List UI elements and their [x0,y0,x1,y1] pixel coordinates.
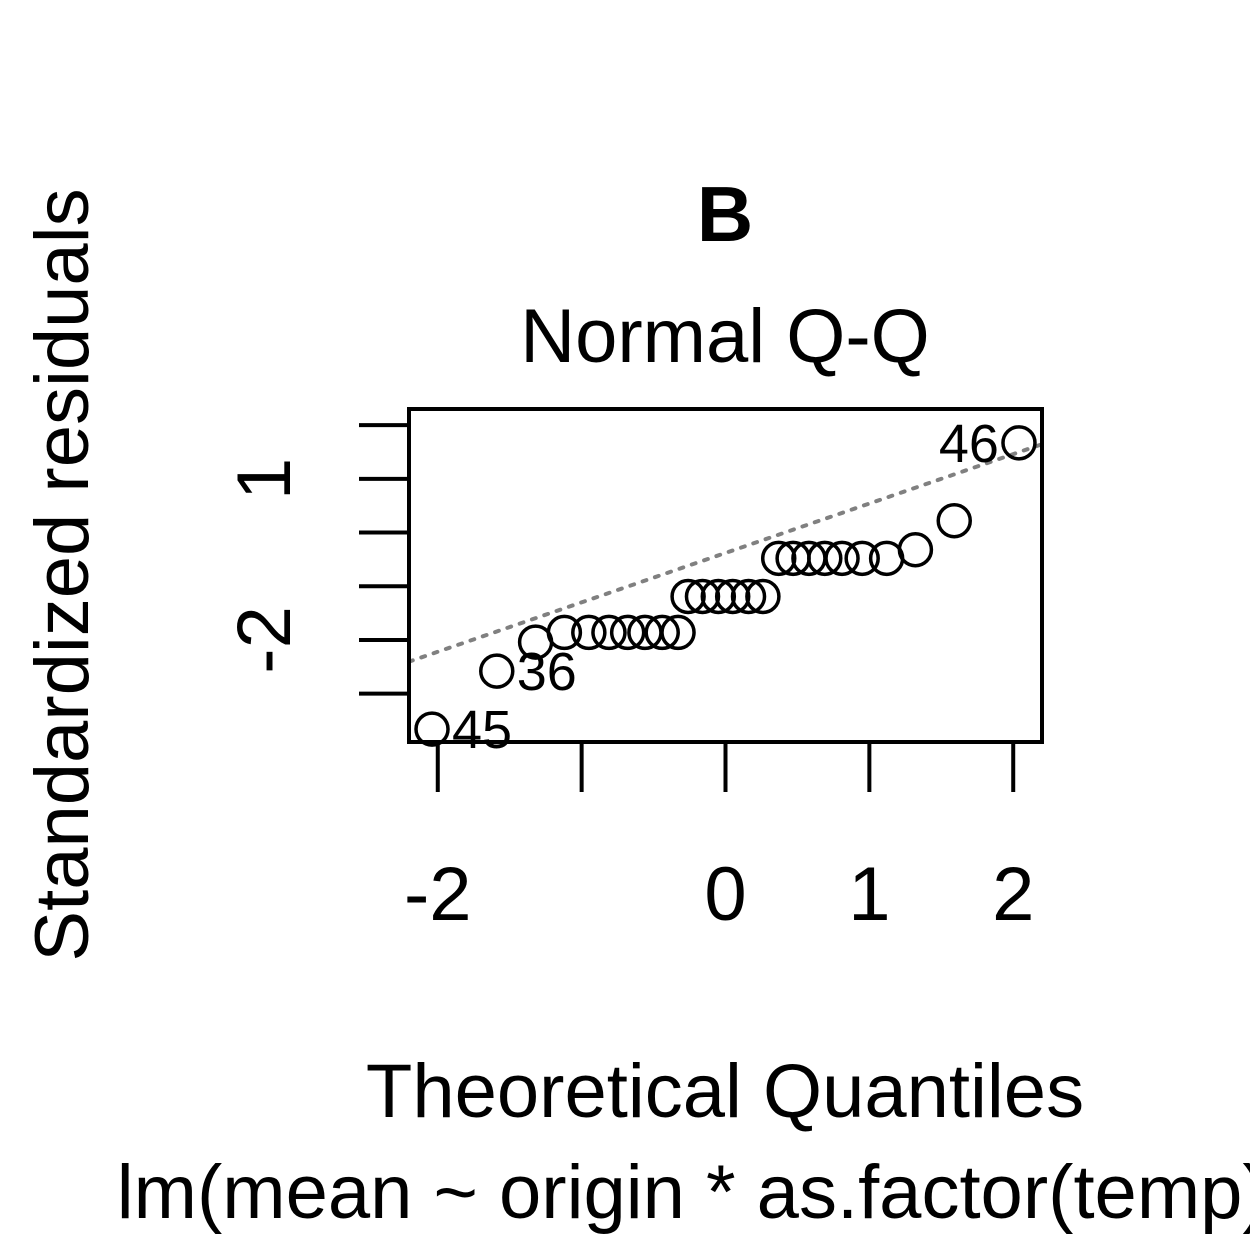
chart-title: Normal Q-Q [520,294,930,379]
x-tick-label: -2 [404,852,472,937]
data-point [609,614,646,651]
data-point [897,531,934,568]
y-axis-label: Standardized residuals [20,188,105,961]
y-tick-label: -2 [222,606,307,674]
data-point [644,614,680,651]
plot-frame [407,407,1044,744]
data-point [700,578,737,615]
point-label: 45 [452,700,512,760]
data-point [670,578,706,615]
axes-group: -2 0 1 2 -2 1 [222,423,1034,937]
data-point [479,653,515,689]
data-point [414,711,450,747]
panel-label: B [697,170,753,258]
reference-line [407,442,1044,664]
x-tick-label: 0 [704,852,746,937]
x-tick-label: 1 [848,852,890,937]
data-point [730,578,767,615]
model-caption: lm(mean ~ origin * as.factor(temp) + [117,1150,1250,1235]
data-point [1001,425,1037,461]
data-point [868,540,905,577]
data-point [807,540,843,577]
reference-line-group [407,442,1044,664]
y-tick-label: 1 [222,458,307,500]
x-axis-label: Theoretical Quantiles [366,1049,1084,1134]
data-point [936,502,972,539]
data-point [684,578,721,615]
data-point [824,540,860,577]
point-label: 46 [939,414,999,474]
data-point [760,540,797,577]
data-point [844,540,880,577]
data-point [571,614,607,651]
data-point [546,614,583,651]
data-point [745,578,781,615]
data-point [660,614,696,651]
x-tick-label: 2 [992,852,1034,937]
data-point [591,614,627,651]
data-point [714,578,751,615]
